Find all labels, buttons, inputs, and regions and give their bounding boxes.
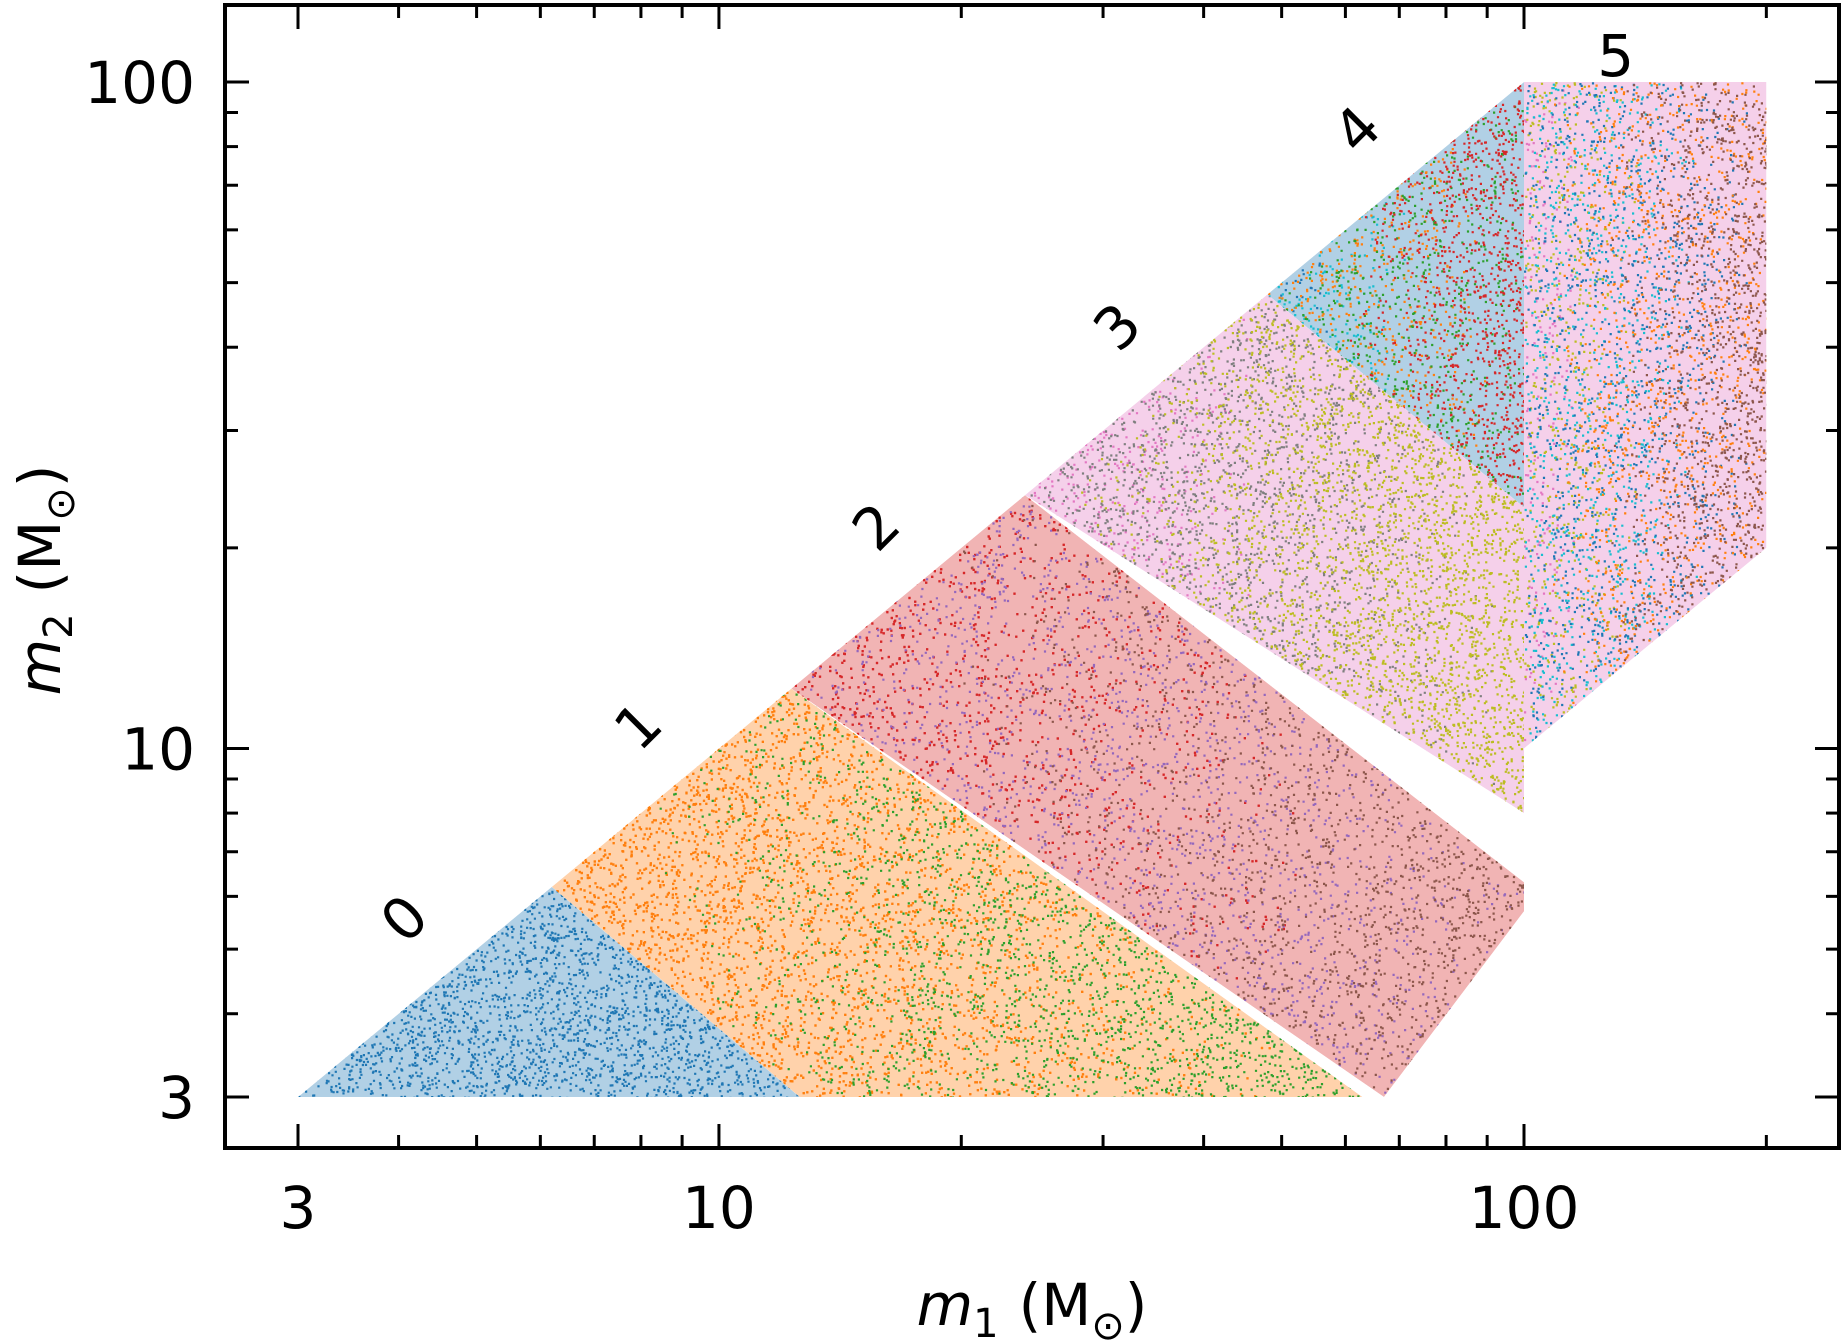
region-label-3: 3 [1080, 290, 1154, 364]
y-tick-label-3: 3 [158, 1064, 195, 1132]
region-1-fill [551, 688, 1363, 1097]
x-tick-label-100: 100 [1469, 1174, 1580, 1242]
plot-frame [223, 3, 1841, 1150]
region-label-4: 4 [1320, 93, 1394, 167]
x-tick-label-10: 10 [682, 1174, 756, 1242]
region-label-1: 1 [601, 689, 675, 763]
region-4-fill [1267, 82, 1524, 508]
region-5-dots-3 [1524, 82, 1756, 749]
region-3-fill [1025, 294, 1524, 814]
region-5-dots-2 [1524, 83, 1698, 749]
x-axis-label: m1 (M⊙) [917, 1271, 1148, 1342]
scatter-regions [298, 82, 1767, 1098]
y-tick-label-10: 10 [121, 716, 195, 784]
region-label-0: 0 [367, 882, 441, 956]
region-2-fill [791, 495, 1524, 1098]
region-5-points [1524, 82, 1767, 749]
region-4-dots-0 [1267, 85, 1337, 504]
y-tick-label-100: 100 [84, 49, 195, 117]
y-axis-label: m2(M⊙) [6, 465, 84, 696]
region-label-5: 5 [1597, 22, 1634, 90]
region-label-2: 2 [839, 490, 913, 564]
axis-ticks [225, 5, 1839, 1148]
x-tick-label-3: 3 [280, 1174, 317, 1242]
